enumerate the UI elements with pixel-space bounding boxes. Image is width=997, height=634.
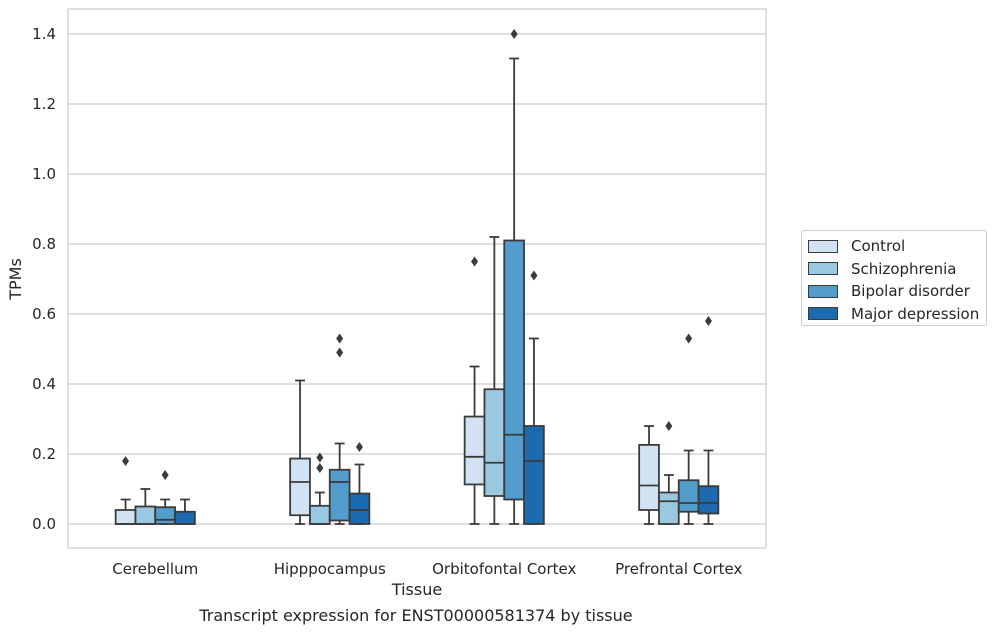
outlier-marker — [122, 456, 130, 466]
y-tick-label: 0.8 — [32, 235, 56, 253]
box-2-2 — [503, 29, 525, 525]
outlier-marker — [355, 442, 363, 452]
box-body — [328, 468, 351, 522]
y-tick-label: 1.2 — [32, 95, 56, 113]
box-body — [697, 485, 720, 515]
legend-item: Bipolar disorder — [808, 280, 986, 303]
x-tick-label: Orbitofontal Cortex — [432, 560, 576, 578]
chart-caption: Transcript expression for ENST0000058137… — [199, 606, 633, 625]
legend-swatch — [808, 307, 838, 321]
box-0-2 — [154, 470, 176, 525]
y-axis-label: TPMs — [6, 258, 25, 301]
box-2-0 — [463, 256, 486, 525]
x-axis-label: Tissue — [391, 580, 442, 599]
legend-item: Control — [808, 235, 986, 258]
box-0-3 — [174, 498, 196, 525]
box-body — [154, 506, 176, 525]
y-tick-label: 0.6 — [32, 305, 56, 323]
outlier-marker — [336, 333, 344, 344]
outlier-marker — [471, 256, 479, 267]
box-1-0 — [289, 379, 311, 525]
box-1-3 — [348, 442, 371, 525]
outlier-marker — [316, 452, 324, 463]
outlier-marker — [704, 316, 712, 326]
box-3-1 — [658, 421, 680, 525]
y-tick-label: 0.4 — [32, 375, 56, 393]
legend-swatch — [808, 262, 838, 276]
box-body — [483, 388, 506, 497]
x-tick-label: Hipppocampus — [274, 560, 386, 578]
outlier-marker — [530, 270, 538, 281]
legend-label: Schizophrenia — [851, 259, 957, 278]
boxes — [114, 29, 720, 525]
box-body — [309, 504, 331, 525]
outlier-marker — [685, 333, 693, 344]
box-body — [677, 479, 700, 513]
y-tick-label: 0.2 — [32, 445, 56, 463]
box-body — [463, 415, 486, 486]
x-tick-label: Prefrontal Cortex — [615, 560, 742, 578]
legend-swatch — [808, 284, 838, 298]
box-body — [174, 510, 196, 525]
box-body — [134, 505, 157, 525]
legend-item: Major depression — [808, 303, 986, 326]
outlier-marker — [161, 470, 169, 480]
box-body — [658, 491, 680, 525]
box-0-0 — [114, 456, 137, 525]
box-body — [114, 509, 137, 525]
box-3-0 — [638, 425, 660, 525]
outlier-marker — [336, 347, 344, 358]
legend-label: Control — [851, 237, 906, 256]
box-body — [638, 443, 660, 511]
y-tick-label: 1.4 — [32, 25, 56, 43]
outlier-marker — [510, 29, 518, 39]
legend-label: Major depression — [851, 304, 980, 323]
box-1-2 — [328, 333, 351, 525]
box-body — [503, 239, 525, 501]
box-body — [289, 457, 311, 517]
x-tick-labels: Cerebellum Hipppocampus Orbitofontal Corte… — [112, 560, 742, 578]
box-body — [523, 425, 545, 525]
legend-swatch — [808, 239, 838, 253]
box-2-1 — [483, 236, 506, 525]
y-tick-labels: 0.0 0.2 0.4 0.6 0.8 1.0 1.2 1.4 — [32, 25, 56, 533]
box-3-3 — [697, 316, 720, 525]
box-1-1 — [309, 452, 331, 525]
legend-label: Bipolar disorder — [851, 282, 970, 301]
legend: Control Schizophrenia Bipolar disorder Majo… — [801, 230, 987, 326]
legend-item: Schizophrenia — [808, 258, 986, 281]
y-tick-label: 1.0 — [32, 165, 56, 183]
y-tick-label: 0.0 — [32, 515, 56, 533]
plot-area — [67, 8, 767, 549]
x-tick-label: Cerebellum — [112, 560, 198, 578]
box-body — [348, 492, 371, 525]
box-0-1 — [134, 488, 157, 525]
box-2-3 — [523, 270, 545, 525]
box-3-2 — [677, 333, 700, 525]
outlier-marker — [665, 421, 673, 431]
outlier-marker — [316, 463, 324, 473]
